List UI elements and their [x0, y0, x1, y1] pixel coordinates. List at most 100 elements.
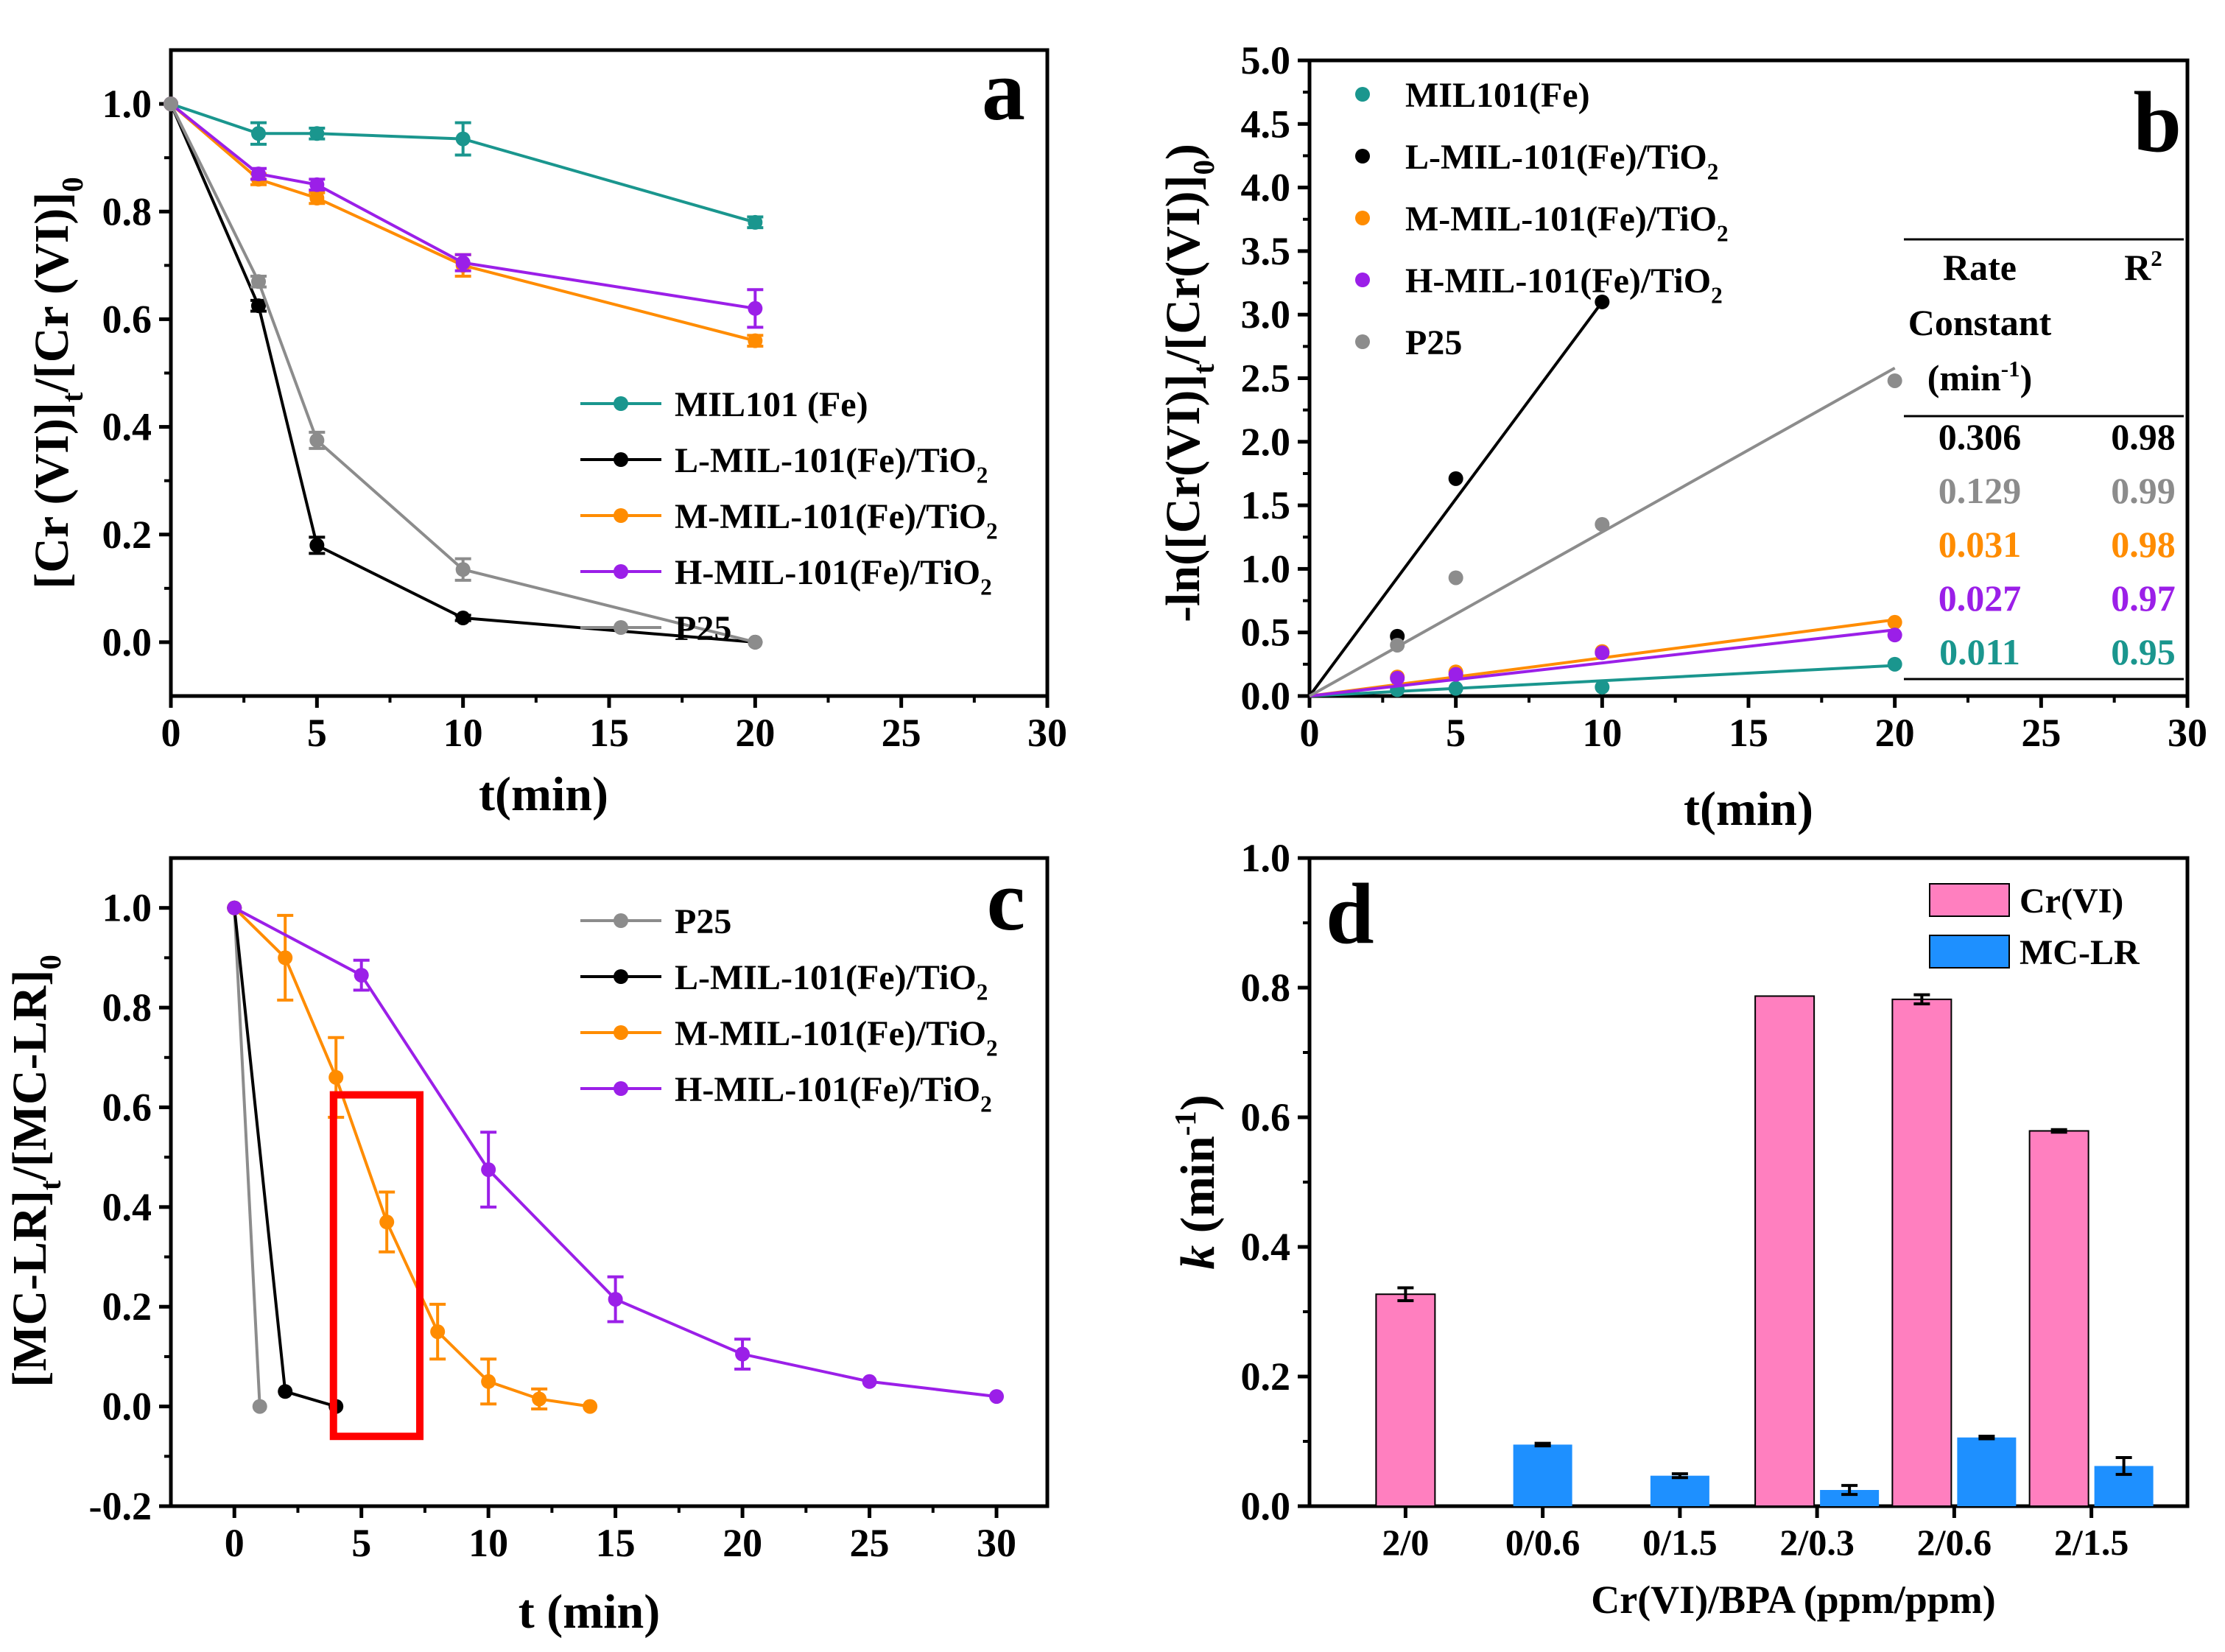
fit-line: [1308, 300, 1603, 697]
x-tick-label: 0: [225, 1521, 245, 1565]
data-point: [1448, 667, 1463, 682]
y-tick-label: 0.5: [1241, 611, 1291, 655]
legend-marker: [614, 396, 628, 411]
legend-marker: [1355, 87, 1370, 102]
legend-label: MIL101 (Fe): [675, 385, 868, 424]
table-rate-value: 0.011: [1939, 631, 2020, 672]
y-axis-title: k (min-1): [1169, 1094, 1225, 1270]
x-axis-title: t (min): [519, 1585, 660, 1639]
data-point: [278, 1384, 293, 1399]
data-point: [748, 333, 763, 348]
table-header-constant: Constant: [1908, 302, 2052, 343]
x-tick-label: 25: [2021, 711, 2061, 755]
y-tick-label: -0.2: [89, 1484, 152, 1528]
y-tick-label: 1.0: [102, 82, 152, 126]
panel-letter: d: [1326, 865, 1374, 962]
x-tick-label: 2/0: [1382, 1522, 1429, 1563]
data-point: [309, 177, 325, 192]
legend-label: P25: [1405, 323, 1462, 362]
data-point: [309, 190, 325, 205]
data-point: [1887, 373, 1902, 388]
table-rate-value: 0.129: [1938, 470, 2022, 511]
data-point: [278, 950, 293, 966]
x-tick-label: 25: [850, 1521, 890, 1565]
legend-label: MIL101(Fe): [1405, 76, 1590, 115]
y-tick-label: 0.4: [1241, 1225, 1291, 1269]
data-point: [430, 1324, 446, 1340]
legend-label: Cr(VI): [2020, 882, 2123, 921]
y-tick-label: 0.6: [1241, 1095, 1291, 1139]
data-point: [164, 96, 178, 112]
legend-label: MC-LR: [2020, 933, 2140, 972]
table-rate-value: 0.031: [1938, 524, 2022, 565]
data-point: [1448, 681, 1463, 696]
x-tick-label: 30: [1027, 711, 1067, 755]
y-tick-label: 0.8: [1241, 966, 1291, 1010]
legend-swatch: [1929, 935, 2010, 969]
data-point: [252, 1399, 267, 1414]
x-tick-label: 0/1.5: [1642, 1522, 1717, 1563]
table-r2-value: 0.98: [2111, 524, 2176, 565]
table-r2-value: 0.97: [2111, 577, 2176, 619]
data-point: [1887, 614, 1902, 630]
table-r2-value: 0.98: [2111, 416, 2176, 457]
y-axis-title: -ln([Cr(VI)]t/[Cr(VI)]0): [1156, 144, 1220, 622]
bar: [1891, 998, 1952, 1507]
legend-label: P25: [675, 902, 731, 941]
x-tick-label: 0/0.6: [1505, 1522, 1580, 1563]
y-tick-label: 0.2: [102, 1284, 152, 1329]
legend-swatch: [1929, 883, 2010, 917]
data-point: [455, 131, 471, 147]
y-tick-label: 3.5: [1241, 229, 1291, 273]
data-point: [1595, 516, 1610, 532]
legend-marker: [1355, 211, 1370, 225]
x-tick-label: 2/1.5: [2054, 1522, 2129, 1563]
y-tick-label: 0.0: [1241, 1484, 1291, 1528]
data-point: [251, 126, 266, 141]
x-tick-label: 10: [468, 1521, 508, 1565]
y-tick-label: 4.0: [1241, 166, 1291, 210]
legend-marker: [614, 913, 628, 928]
x-tick-label: 5: [1446, 711, 1466, 755]
table-header-r2: R2: [2124, 245, 2162, 288]
x-tick-label: 2/0.6: [1917, 1522, 1992, 1563]
table-rate-value: 0.306: [1938, 416, 2022, 457]
y-axis-title: [Cr (VI)]t/[Cr (VI)]0: [25, 177, 89, 588]
data-point: [748, 300, 763, 316]
data-point: [251, 274, 266, 289]
x-tick-label: 15: [589, 711, 629, 755]
data-point: [1448, 570, 1463, 586]
legend-marker: [1355, 273, 1370, 287]
legend-label: L-MIL-101(Fe)/TiO2: [1405, 138, 1718, 184]
legend-marker: [1355, 334, 1370, 349]
data-point: [481, 1162, 496, 1178]
data-point: [532, 1391, 547, 1407]
data-point: [251, 298, 266, 314]
data-point: [583, 1399, 598, 1414]
data-point: [1595, 294, 1610, 309]
x-tick-label: 20: [1875, 711, 1915, 755]
y-tick-label: 0.4: [102, 405, 152, 449]
legend-label: M-MIL-101(Fe)/TiO2: [675, 497, 998, 544]
y-axis-title: [MC-LR]t/[MC-LR]0: [3, 955, 67, 1388]
panel-c: 0 5 10 15 20 25 30 -0.2 0.0 0.2 0.4 0.6 0.8 1.0 P25 L-M…: [3, 852, 1050, 1639]
data-point: [379, 1215, 395, 1230]
data-point: [354, 968, 369, 983]
x-tick-label: 0: [161, 711, 181, 755]
data-point: [608, 1292, 623, 1307]
legend-marker: [614, 1025, 628, 1040]
y-tick-label: 0.6: [102, 1085, 152, 1129]
x-axis-title: Cr(VI)/BPA (ppm/ppm): [1591, 1578, 1996, 1622]
legend-label: M-MIL-101(Fe)/TiO2: [1405, 200, 1729, 246]
x-tick-label: 20: [723, 1521, 762, 1565]
data-point: [1390, 637, 1405, 653]
data-point: [1595, 645, 1610, 661]
legend-marker: [614, 969, 628, 984]
legend-label: L-MIL-101(Fe)/TiO2: [675, 958, 988, 1005]
highlight-box: [329, 1091, 424, 1441]
y-tick-label: 1.5: [1241, 483, 1291, 527]
x-tick-label: 30: [977, 1521, 1016, 1565]
data-point: [455, 255, 471, 270]
data-point: [227, 900, 242, 915]
y-tick-label: 0.2: [1241, 1354, 1291, 1399]
